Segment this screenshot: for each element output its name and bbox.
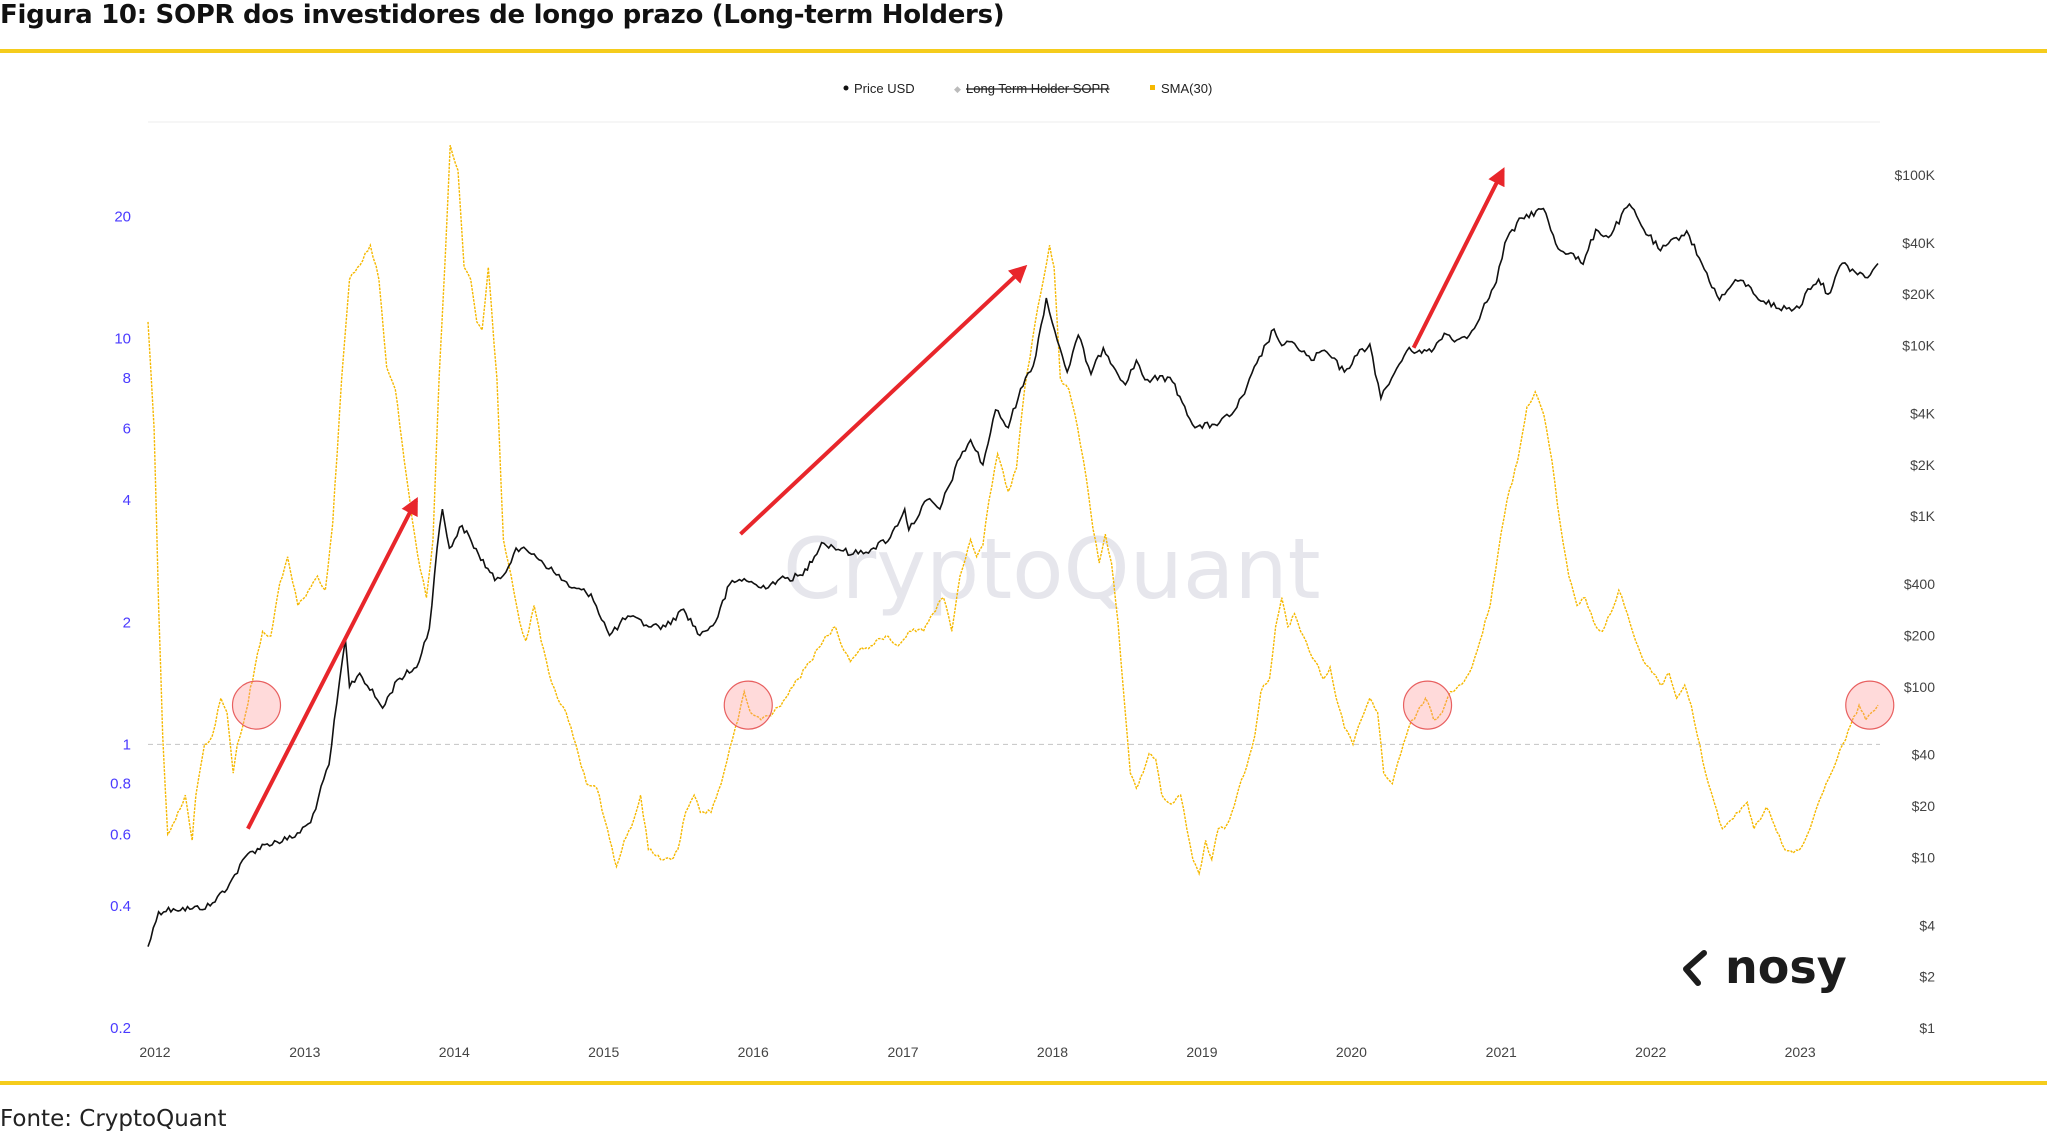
right-tick-label: $4	[1919, 917, 1935, 933]
right-tick-label: $1K	[1910, 508, 1936, 524]
left-tick-label: 6	[123, 421, 131, 438]
annotation-circle-2	[723, 680, 773, 730]
legend-label-sopr: Long Term Holder SOPR	[966, 81, 1110, 96]
x-tick-label: 2022	[1635, 1044, 1666, 1060]
legend-item-price[interactable]: Price USD	[843, 81, 915, 96]
legend-swatch-price	[843, 85, 849, 91]
legend-swatch-sma	[1150, 85, 1155, 90]
right-tick-label: $10	[1912, 849, 1936, 865]
brand-logo: nosy	[1683, 940, 1847, 994]
right-tick-label: $20	[1912, 798, 1936, 814]
left-tick-label: 10	[114, 331, 131, 348]
right-tick-label: $40	[1912, 747, 1936, 763]
x-tick-label: 2013	[289, 1044, 320, 1060]
x-tick-label: 2020	[1336, 1044, 1367, 1060]
source-note: Fonte: CryptoQuant	[0, 1106, 227, 1132]
right-tick-label: $20K	[1902, 286, 1935, 302]
figure-title: Figura 10: SOPR dos investidores de long…	[0, 0, 1005, 30]
annotations	[231, 167, 1895, 830]
right-tick-label: $2K	[1910, 457, 1936, 473]
right-tick-label: $1	[1919, 1020, 1935, 1036]
annotation-arrow-2	[739, 264, 1028, 536]
series-line-price-usd	[147, 202, 1879, 947]
right-tick-label: $100	[1904, 679, 1935, 695]
x-tick-label: 2023	[1785, 1044, 1816, 1060]
x-tick-label: 2018	[1037, 1044, 1068, 1060]
bottom-rule	[0, 1081, 2047, 1085]
left-axis: 0.2 0.4 0.6 0.8 1 2 4 6 8 10 20	[110, 209, 131, 1037]
left-tick-label: 0.4	[110, 898, 131, 915]
legend-item-sopr[interactable]: ◆ Long Term Holder SOPR	[954, 81, 1110, 96]
legend: Price USD ◆ Long Term Holder SOPR SMA(30…	[843, 81, 1212, 96]
brand-logo-text: nosy	[1725, 940, 1847, 994]
watermark-text: CryptoQuant	[783, 520, 1321, 618]
brand-logo-icon	[1683, 950, 1707, 986]
left-tick-label: 20	[114, 209, 131, 226]
x-tick-label: 2019	[1186, 1044, 1217, 1060]
x-tick-label: 2017	[887, 1044, 918, 1060]
top-rule	[0, 49, 2047, 53]
right-tick-label: $400	[1904, 576, 1935, 592]
annotation-circle-1	[231, 680, 282, 730]
x-tick-label: 2015	[588, 1044, 619, 1060]
x-tick-label: 2014	[439, 1044, 470, 1060]
annotation-arrow-3	[1411, 167, 1505, 349]
left-tick-label: 0.8	[110, 776, 131, 793]
left-tick-label: 0.6	[110, 826, 131, 843]
left-tick-label: 4	[123, 492, 131, 509]
legend-label-price: Price USD	[854, 81, 915, 96]
x-tick-label: 2016	[738, 1044, 769, 1060]
right-tick-label: $4K	[1910, 405, 1936, 421]
chart-area: Price USD ◆ Long Term Holder SOPR SMA(30…	[110, 81, 1936, 1060]
right-tick-label: $2	[1919, 969, 1935, 985]
right-tick-label: $10K	[1902, 338, 1935, 354]
right-axis: $1 $2 $4 $10 $20 $40 $100 $200 $400 $1K $2K $4K $10K…	[1895, 167, 1936, 1036]
legend-item-sma[interactable]: SMA(30)	[1150, 81, 1212, 96]
right-tick-label: $100K	[1895, 167, 1936, 183]
x-tick-label: 2012	[139, 1044, 170, 1060]
series-line-sma30	[147, 145, 1879, 877]
annotation-circle-4	[1845, 680, 1895, 730]
left-tick-label: 1	[123, 736, 131, 753]
legend-swatch-sopr: ◆	[954, 85, 961, 95]
left-tick-label: 2	[123, 614, 131, 631]
left-tick-label: 0.2	[110, 1020, 131, 1037]
x-tick-label: 2021	[1486, 1044, 1517, 1060]
watermark: CryptoQuant	[783, 520, 1321, 618]
legend-label-sma: SMA(30)	[1161, 81, 1212, 96]
annotation-circle-3	[1402, 680, 1453, 730]
right-tick-label: $200	[1904, 627, 1935, 643]
x-axis: 2012 2013 2014 2015 2016 2017 2018 2019 2020 2021…	[139, 1044, 1816, 1060]
annotation-arrow-1	[246, 496, 418, 830]
left-tick-label: 8	[123, 370, 131, 387]
right-tick-label: $40K	[1902, 235, 1935, 251]
